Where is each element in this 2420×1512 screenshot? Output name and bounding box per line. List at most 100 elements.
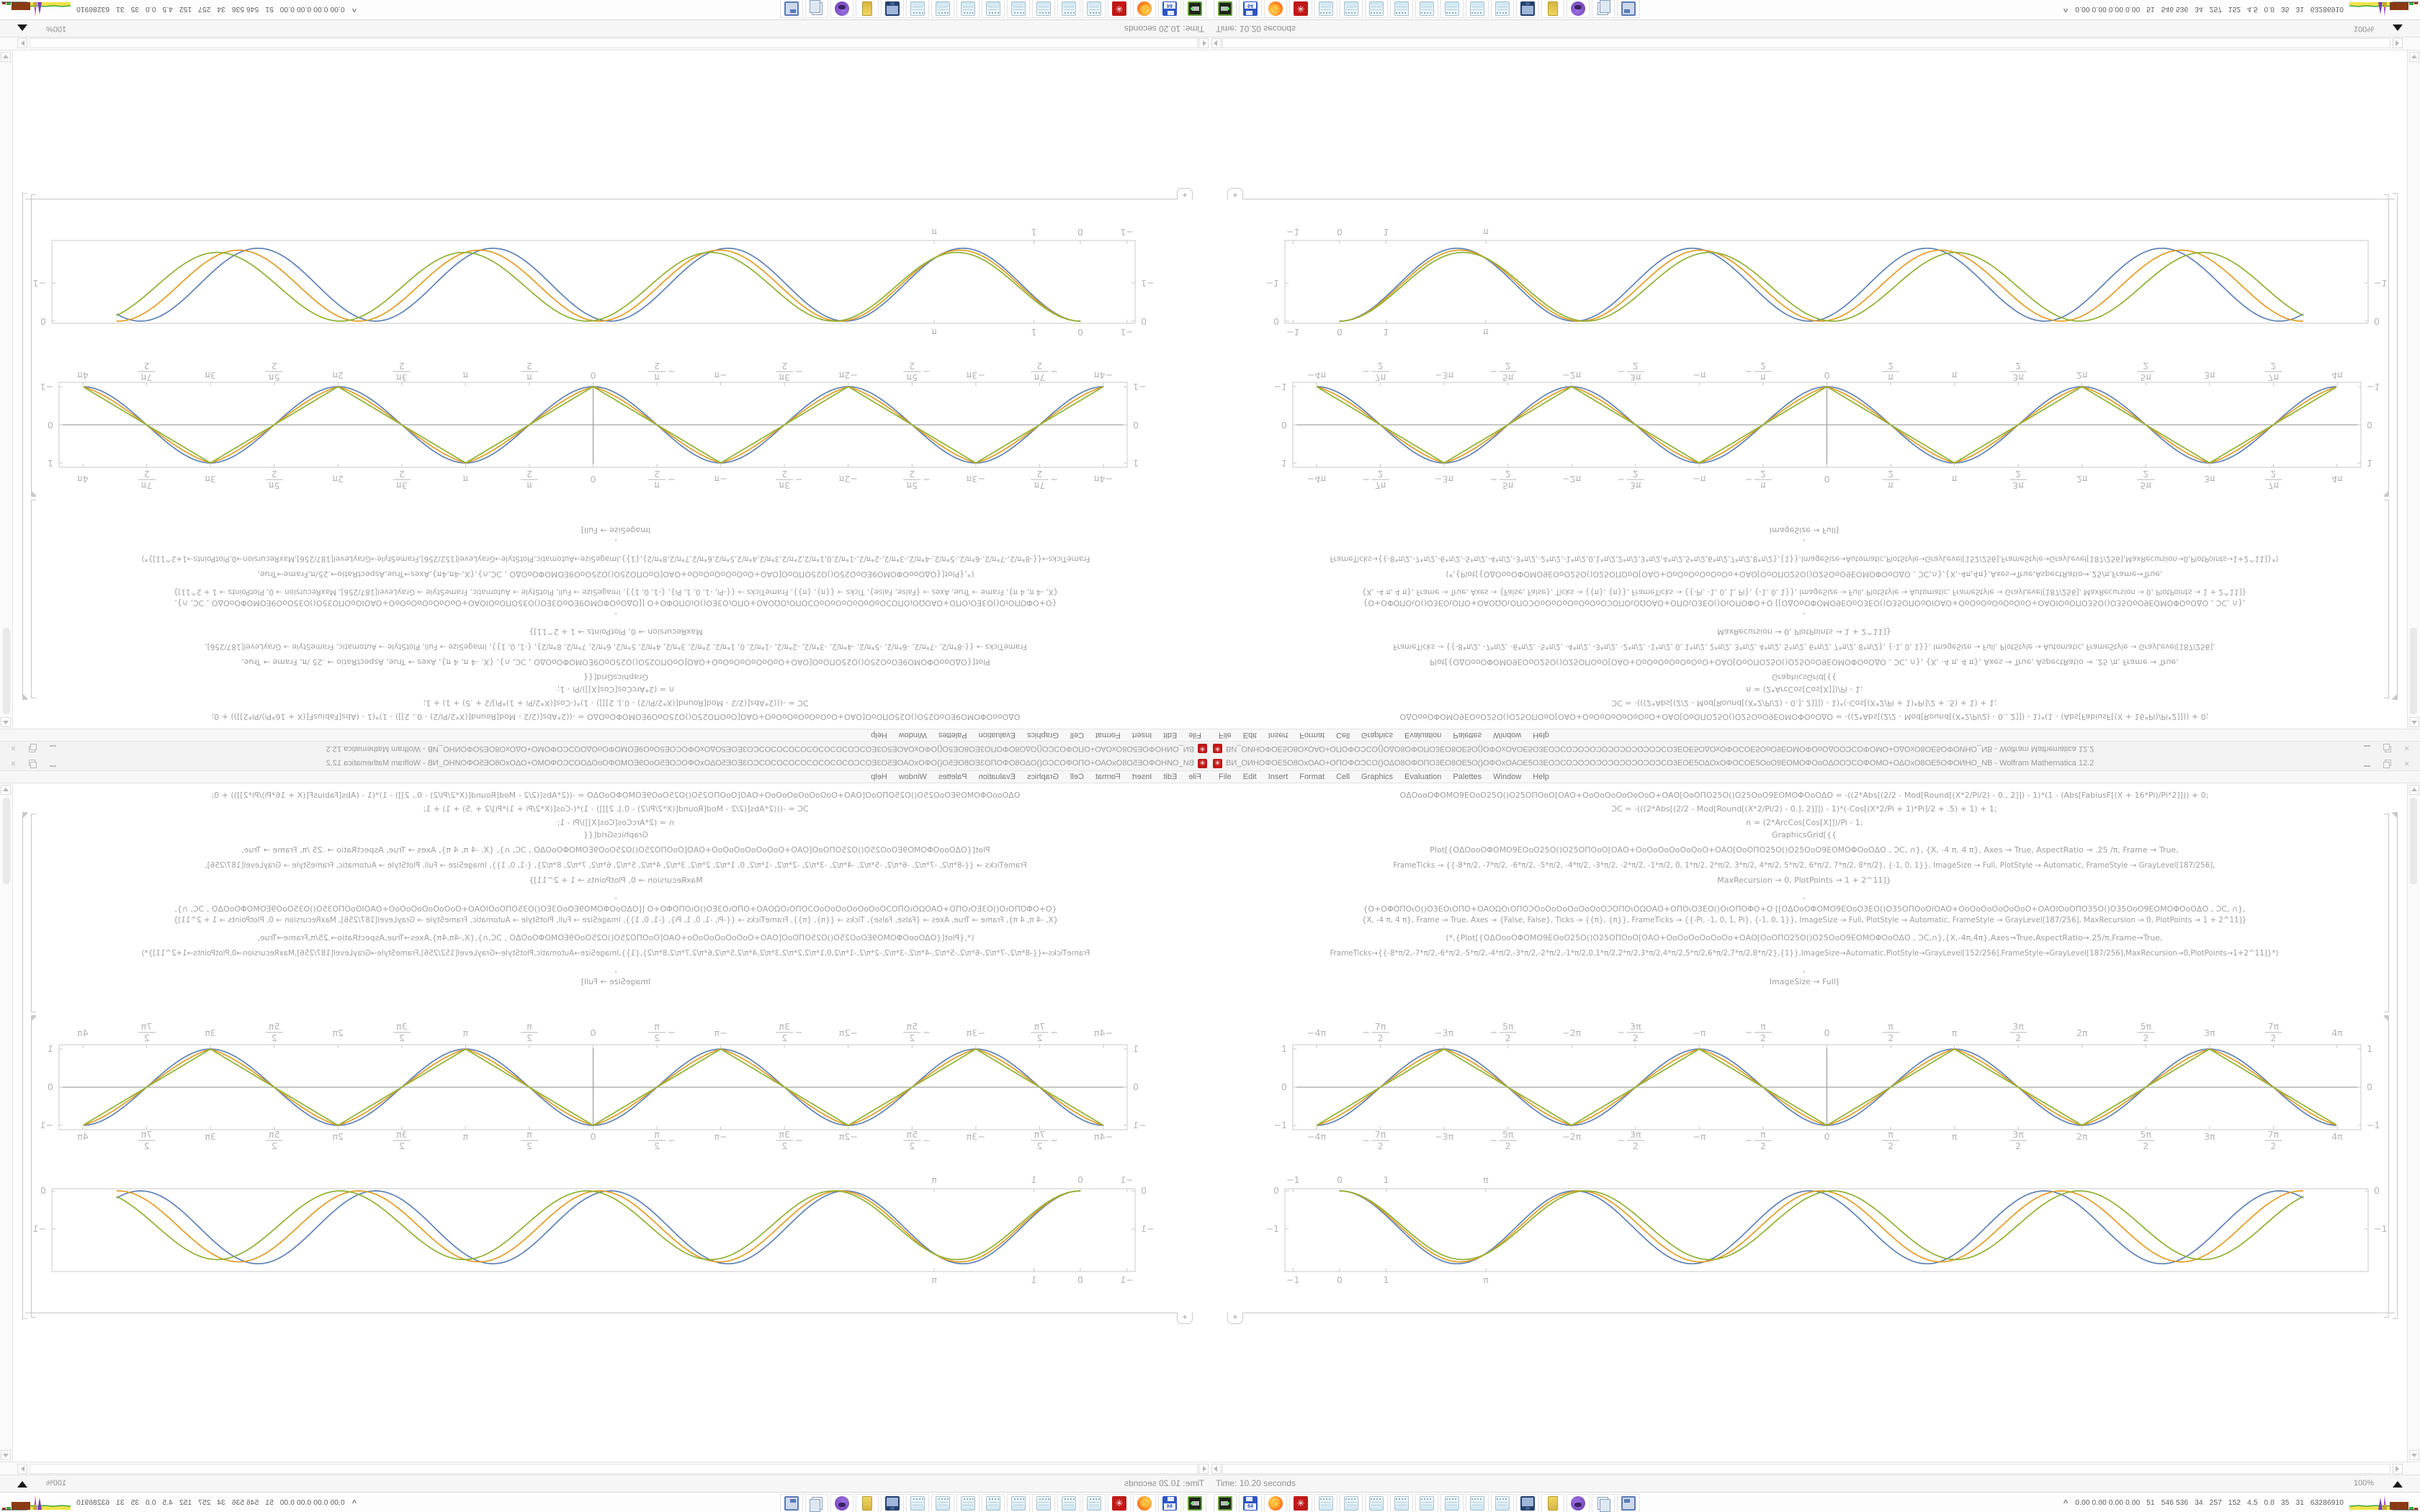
close-button-icon[interactable]: ×: [2403, 757, 2410, 769]
scroll-right-button[interactable]: [17, 1464, 27, 1474]
menu-item-palettes[interactable]: Palettes: [1453, 731, 1482, 739]
menu-item-format[interactable]: Format: [1095, 773, 1121, 781]
menu-item-file[interactable]: File: [1188, 773, 1201, 781]
horizontal-scrollbar[interactable]: [0, 37, 1210, 50]
code-line-12[interactable]: FrameTicks→{{-8*π/2,-7*π/2,-6*π/2,-5*π/2…: [1330, 949, 2279, 958]
vertical-scroll-thumb[interactable]: [2410, 798, 2417, 884]
taskbar-button-notepad-icon-8[interactable]: [1491, 1494, 1514, 1512]
code-line-8[interactable]: ,: [614, 611, 617, 621]
code-line-14[interactable]: ImageSize → Full]: [581, 977, 651, 986]
tray-expander-icon[interactable]: ^: [2063, 4, 2069, 13]
zoom-menu-arrow-icon[interactable]: [2393, 24, 2403, 31]
menu-item-insert[interactable]: Insert: [1131, 731, 1152, 739]
taskbar-button-notepad-icon-4[interactable]: [1007, 1494, 1030, 1512]
code-line-7[interactable]: MaxRecursion → 0, PlotPoints → 1 + 2^11]…: [1717, 876, 1891, 885]
taskbar-button-notepad-icon-3[interactable]: [1032, 1494, 1055, 1512]
taskbar-button-notepad-icon-2[interactable]: [1057, 1494, 1080, 1512]
menu-item-edit[interactable]: Edit: [1163, 731, 1178, 739]
taskbar-button-notepad-icon-1[interactable]: [1314, 0, 1337, 18]
output-cell-bracket[interactable]: [2384, 194, 2389, 497]
taskbar-button-notepad-icon-5[interactable]: [982, 1494, 1005, 1512]
taskbar-button-remote-desktop-icon[interactable]: [1516, 0, 1539, 18]
code-line-8[interactable]: ,: [614, 891, 617, 901]
menu-item-insert[interactable]: Insert: [1268, 773, 1289, 781]
input-cell-bracket[interactable]: [31, 814, 36, 1012]
scroll-down-button[interactable]: [1, 52, 11, 62]
code-line-5[interactable]: Plot[{ΟΔΟοοΟΦΟΜΟ9ΕΟοΟ25Ο()Ο25ΟΠΟοΟ[ΟΑΟ+Ο…: [241, 845, 990, 855]
taskbar-button-notepad-icon-4[interactable]: [1390, 0, 1413, 18]
window-titlebar[interactable]: ✳ ВИ_ОИНОΦΟΕ5Ο8ΟхΟΑΟ+ΟΠΟΦΟƆϹΟ()ΟΔΟ8ΟΦΟΠΟ…: [1210, 741, 2420, 756]
taskbar-button-notepad-icon-6[interactable]: [956, 1494, 980, 1512]
vertical-scrollbar[interactable]: [2407, 783, 2420, 1462]
scroll-up-button[interactable]: [2409, 717, 2419, 727]
zoom-menu-arrow-icon[interactable]: [2393, 1481, 2403, 1488]
code-line-12[interactable]: FrameTicks→{{-8*π/2,-7*π/2,-6*π/2,-5*π/2…: [141, 554, 1090, 563]
menu-item-palettes[interactable]: Palettes: [938, 773, 967, 781]
code-line-11[interactable]: (*,{Plot[{ΟΔΟοοΟΦΟΜΟ9ΕΟοΟ25Ο()Ο25ΟΠΟοΟ[Ο…: [1446, 570, 2163, 579]
minimize-button-icon[interactable]: [2363, 745, 2372, 753]
taskbar-button-notepad-icon-2[interactable]: [1057, 0, 1080, 18]
taskbar-button-notepad-icon-3[interactable]: [1032, 0, 1055, 18]
menu-item-window[interactable]: Window: [1493, 773, 1522, 781]
taskbar-button-c64-floppy-icon[interactable]: 64: [1239, 0, 1262, 18]
menu-item-file[interactable]: File: [1219, 773, 1232, 781]
vertical-scroll-thumb[interactable]: [3, 628, 10, 714]
output-cell-bracket[interactable]: [31, 194, 36, 497]
code-line-1[interactable]: ΟΔΟοοΟΦΟΜΟ9ΕΟοΟ25Ο()Ο25ΟΠΟοΟ[ΟΑΟ+ΟοΟοΟοΟ…: [211, 712, 1021, 721]
insert-cell-bar[interactable]: +: [13, 1312, 1210, 1326]
output-cell-bracket[interactable]: [2384, 1015, 2389, 1318]
scroll-up-button[interactable]: [1, 785, 11, 795]
taskbar-button-remote-desktop-icon[interactable]: [881, 1494, 904, 1512]
code-line-9[interactable]: {Ο+ΟΦΟΠΟιΟ()Ο3ΕΟιΟΠΟ+ΟΑΟΩΟιΟΠΟƆΟοΟοΟοΟοΟ…: [174, 904, 1057, 914]
code-line-12[interactable]: FrameTicks→{{-8*π/2,-7*π/2,-6*π/2,-5*π/2…: [1330, 554, 2279, 563]
taskbar-button-folder-icon[interactable]: [1541, 1494, 1564, 1512]
taskbar-button-remote-desktop-icon[interactable]: [881, 0, 904, 18]
taskbar-button-notepad-icon-1[interactable]: [1314, 1494, 1337, 1512]
menu-item-cell[interactable]: Cell: [1070, 731, 1084, 739]
taskbar-button-datasette-emulator-icon[interactable]: [1214, 0, 1237, 18]
menu-item-file[interactable]: File: [1188, 731, 1201, 739]
insert-cell-plus-icon[interactable]: +: [1177, 188, 1193, 200]
restore-button-icon[interactable]: [28, 760, 37, 768]
menu-item-graphics[interactable]: Graphics: [1361, 773, 1394, 781]
code-line-6[interactable]: FrameTicks → {{-8*π/2, -7*π/2, -6*π/2, -…: [1393, 861, 2215, 870]
taskbar-button-mathematica-icon[interactable]: ✳: [1289, 0, 1312, 18]
horizontal-scroll-track[interactable]: [1222, 38, 2390, 48]
window-titlebar[interactable]: ✳ ВИ_ОИНОΦΟΕ5Ο8ΟхΟΑΟ+ΟΠΟΦΟƆϹΟ()ΟΔΟ8ΟΦΟΠΟ…: [0, 756, 1210, 771]
code-line-9[interactable]: {Ο+ΟΦΟΠΟιΟ()Ο3ΕΟιΟΠΟ+ΟΑΟΩΟιΟΠΟƆΟοΟοΟοΟοΟ…: [1363, 904, 2246, 914]
taskbar-button-purple-app-icon[interactable]: [830, 1494, 853, 1512]
insert-cell-bar[interactable]: +: [1210, 186, 2407, 200]
code-line-3[interactable]: ∩ = (2*ArcCos[Cos[X]])/Pi - 1;: [1745, 818, 1863, 827]
taskbar-button-notepad-icon-4[interactable]: [1007, 0, 1030, 18]
menu-item-format[interactable]: Format: [1095, 731, 1121, 739]
insert-cell-plus-icon[interactable]: +: [1227, 1313, 1243, 1324]
scroll-left-button[interactable]: [1198, 38, 1209, 48]
menu-item-window[interactable]: Window: [1493, 731, 1522, 739]
code-line-1[interactable]: ΟΔΟοοΟΦΟΜΟ9ΕΟοΟ25Ο()Ο25ΟΠΟοΟ[ΟΑΟ+ΟοΟοΟοΟ…: [211, 791, 1021, 800]
cell-group-bracket[interactable]: [2393, 812, 2398, 1319]
taskbar-button-remote-desktop-icon[interactable]: [1516, 1494, 1539, 1512]
code-line-13[interactable]: ,: [1803, 538, 1806, 547]
menu-item-evaluation[interactable]: Evaluation: [978, 773, 1016, 781]
vertical-scrollbar[interactable]: [0, 783, 13, 1462]
taskbar-button-notepad-icon-5[interactable]: [982, 0, 1005, 18]
scroll-right-button[interactable]: [2393, 1464, 2403, 1474]
code-line-3[interactable]: ∩ = (2*ArcCos[Cos[X]])/Pi - 1;: [557, 818, 675, 827]
code-line-2[interactable]: ƆϹ = -(((2*Abs[(2/2 - Mod[Round[(X*2/Pi/…: [1611, 804, 1997, 814]
code-line-10[interactable]: {X, -4 π, 4 π}, Frame → True, Axes → {Fa…: [173, 916, 1059, 924]
cell-group-bracket[interactable]: [22, 193, 27, 700]
taskbar-button-mathematica-icon[interactable]: ✳: [1108, 0, 1131, 18]
insert-cell-plus-icon[interactable]: +: [1177, 1312, 1193, 1324]
horizontal-scrollbar[interactable]: [1210, 1462, 2420, 1475]
menu-item-format[interactable]: Format: [1299, 773, 1325, 781]
code-line-11[interactable]: (*,{Plot[{ΟΔΟοοΟΦΟΜΟ9ΕΟοΟ25Ο()Ο25ΟΠΟοΟ[Ο…: [1446, 933, 2163, 942]
zoom-menu-arrow-icon[interactable]: [17, 1481, 27, 1488]
taskbar-button-folder-icon[interactable]: [1541, 0, 1564, 18]
close-button-icon[interactable]: ×: [10, 757, 17, 769]
taskbar-button-window-app-icon[interactable]: [1617, 0, 1640, 18]
restore-button-icon[interactable]: [28, 745, 37, 753]
code-line-14[interactable]: ImageSize → Full]: [581, 526, 651, 535]
taskbar-button-c64-floppy-icon[interactable]: 64: [1158, 1494, 1181, 1512]
window-titlebar[interactable]: ✳ ВИ_ОИНОΦΟΕ5Ο8ΟхΟΑΟ+ΟΠΟΦΟƆϹΟ()ΟΔΟ8ΟΦΟΠΟ…: [1210, 756, 2420, 771]
cell-group-bracket[interactable]: [22, 812, 27, 1319]
